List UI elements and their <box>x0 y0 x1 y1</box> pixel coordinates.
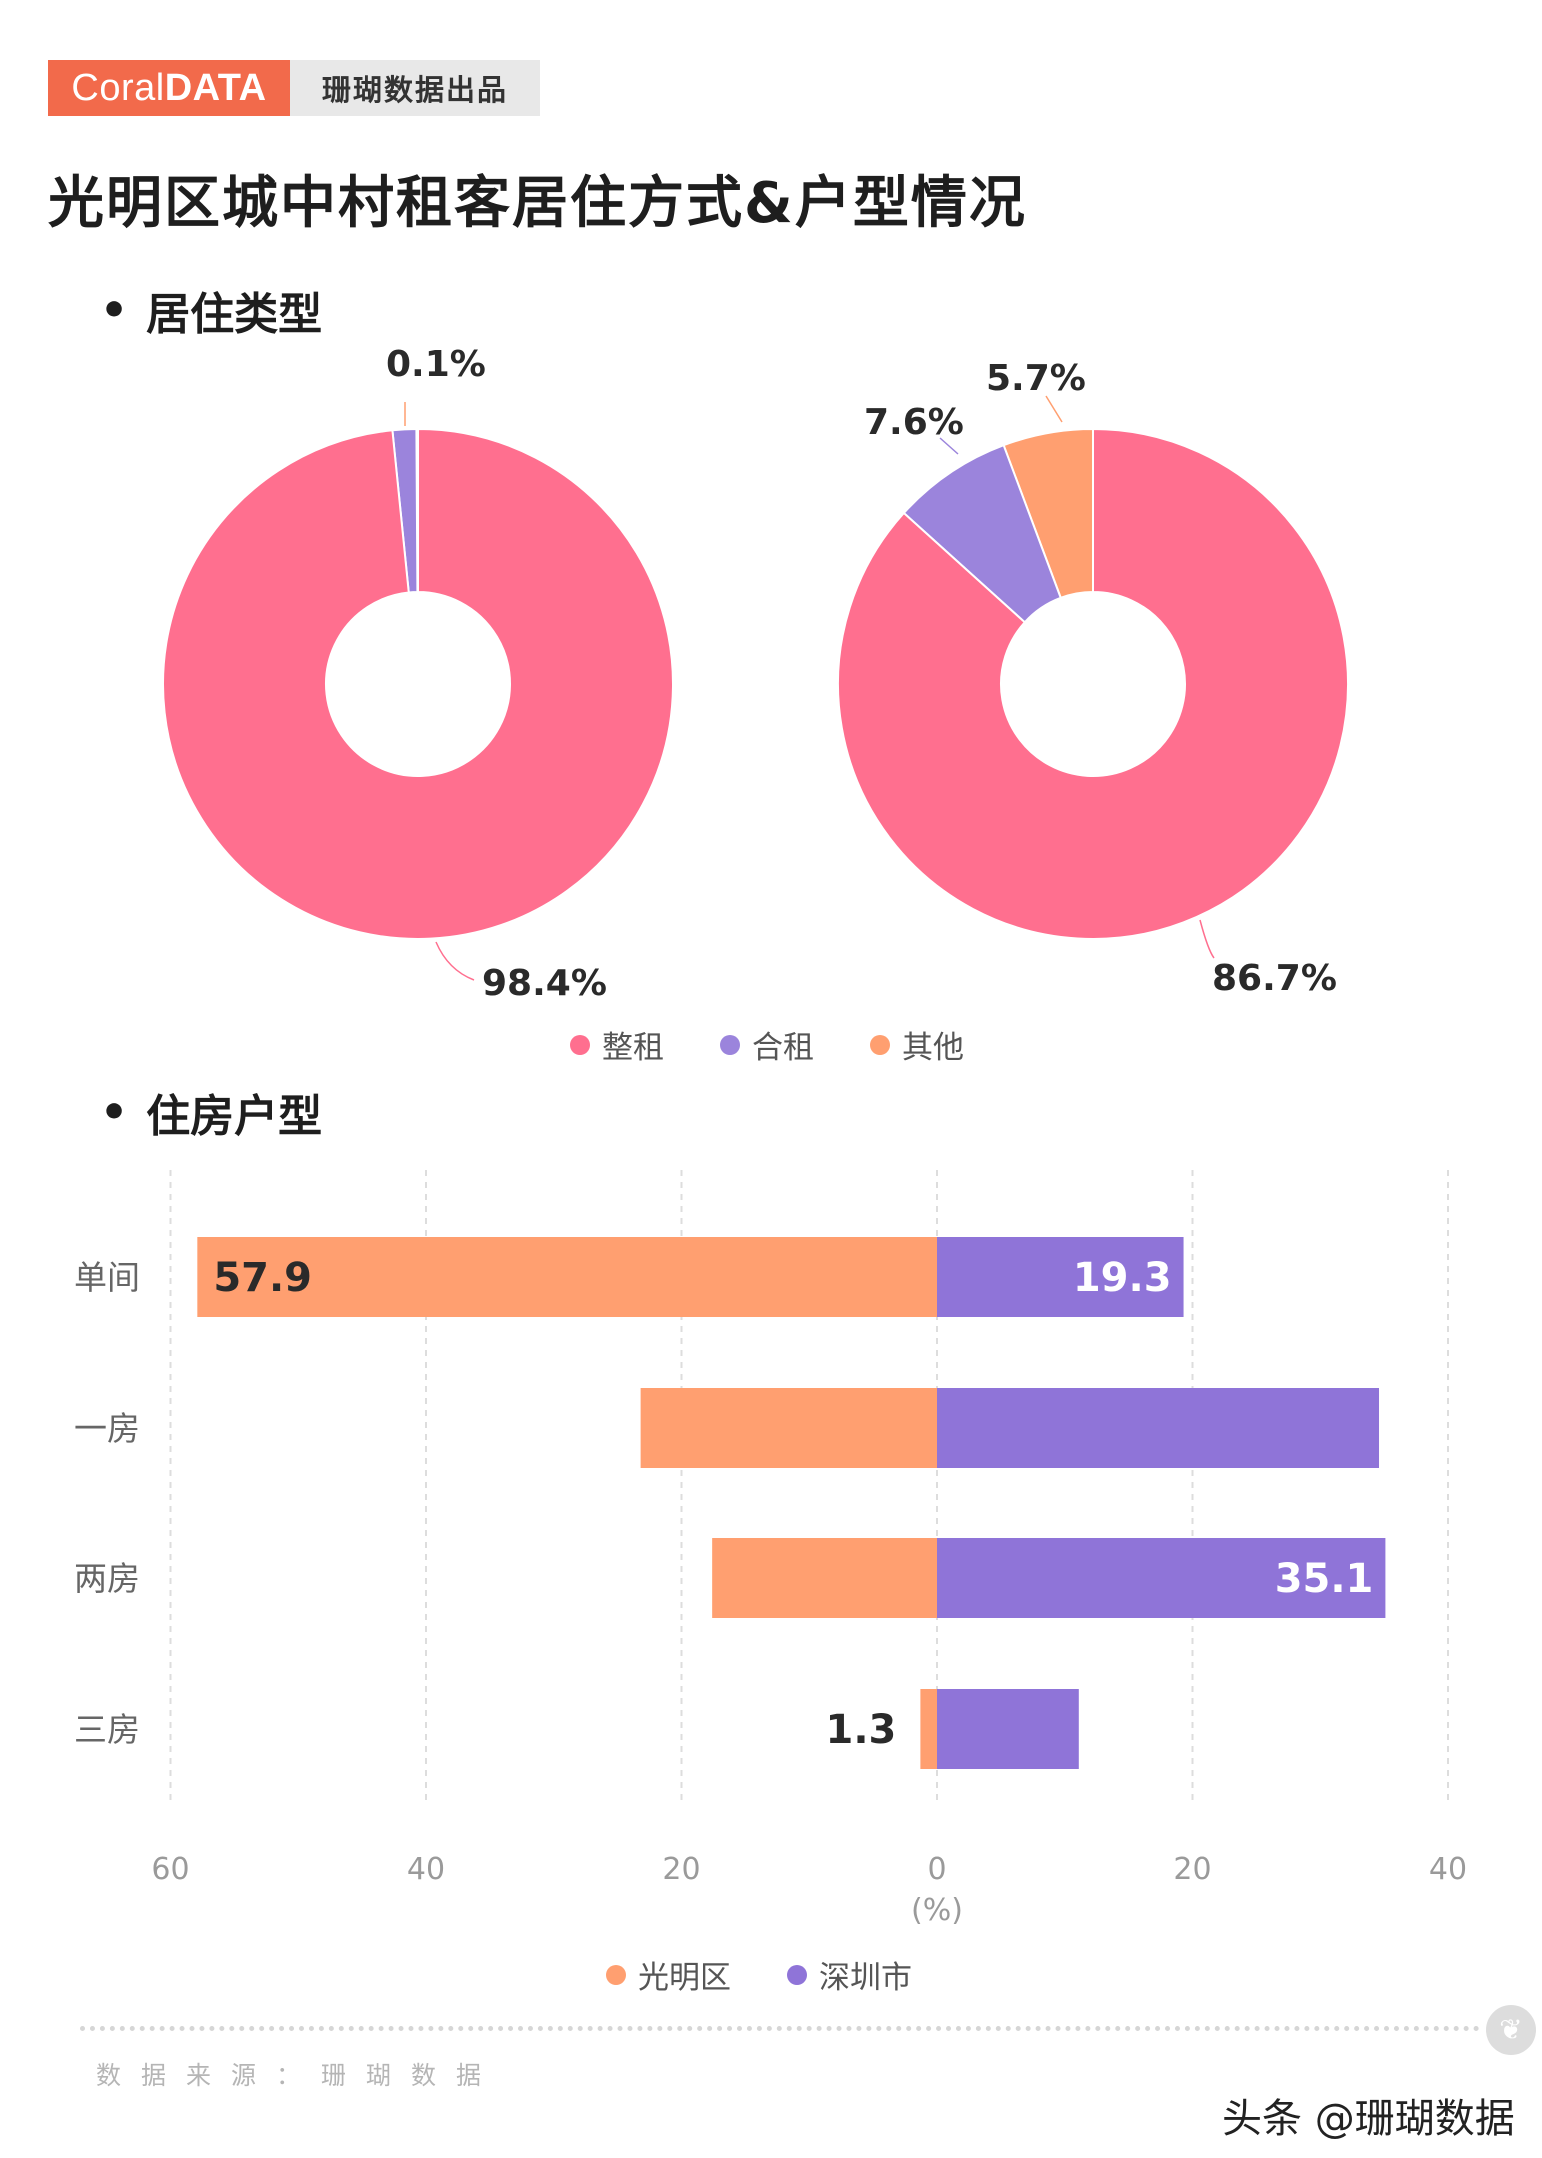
section-living-type: • 居住类型 <box>100 278 322 342</box>
donut2-label-other: 5.7% <box>986 358 1086 399</box>
coraldata-logo: Coral DATA <box>48 60 290 116</box>
x-tick-label: 40 <box>1429 1852 1467 1887</box>
donut1-leader-whole <box>435 941 475 981</box>
corner-watermark: 头条 @珊瑚数据 <box>1222 2096 1515 2142</box>
x-tick-label: 0 <box>927 1852 946 1887</box>
donut-charts: 98.4% 0.1% 86.7% 7.6% 5.7% <box>162 344 1349 1004</box>
donut2-label-whole: 86.7% <box>1212 958 1337 999</box>
bar-guangming <box>197 1237 937 1317</box>
footer-divider <box>80 2026 1480 2031</box>
legend-item-other: 其他 <box>870 1022 964 1067</box>
donut1-label-whole: 98.4% <box>482 963 607 1004</box>
bar-guangming <box>640 1388 937 1468</box>
donut1-label-other: 0.1% <box>386 344 486 385</box>
bar-shenzhen <box>937 1237 1184 1317</box>
category-label: 三房 <box>74 1710 140 1749</box>
x-axis-label: (%) <box>911 1893 963 1928</box>
data-label-shenzhen: 19.3 <box>1073 1255 1172 1301</box>
x-tick-label: 40 <box>407 1852 445 1887</box>
donut2-leader-shared <box>939 437 959 455</box>
legend-item-shenzhen: 深圳市 <box>787 1952 912 1997</box>
legend-swatch-whole <box>570 1034 590 1055</box>
donut-chart-guangming: 98.4% 0.1% <box>162 344 674 1004</box>
legend-label-whole: 整租 <box>602 1030 664 1066</box>
legend-label-other: 其他 <box>902 1030 964 1066</box>
bar-shenzhen <box>937 1538 1386 1618</box>
legend-item-guangming: 光明区 <box>606 1952 731 1997</box>
coral-logo-icon: ❦ <box>1486 2005 1536 2055</box>
pie-legend: 整租 合租 其他 <box>570 1022 964 1067</box>
bar-shenzhen <box>937 1388 1380 1468</box>
category-label: 两房 <box>74 1559 140 1598</box>
donut2-leader-other <box>1045 395 1063 423</box>
logo-text-data: DATA <box>164 66 267 109</box>
legend-swatch-guangming <box>606 1964 626 1985</box>
donut2-slice-whole <box>837 427 1349 940</box>
donut1-slice-whole <box>162 427 674 940</box>
section-housing-type-label: 住房户型 <box>146 1091 323 1142</box>
data-label-guangming: 1.3 <box>826 1707 897 1753</box>
page-title: 光明区城中村租客居住方式&户型情况 <box>48 171 1027 236</box>
data-label-shenzhen: 35.1 <box>1275 1556 1374 1602</box>
x-tick-label: 20 <box>1173 1852 1211 1887</box>
bar-guangming <box>712 1538 937 1618</box>
data-label-guangming: 57.9 <box>213 1255 312 1301</box>
x-tick-label: 60 <box>151 1852 189 1887</box>
legend-item-whole: 整租 <box>570 1022 664 1067</box>
category-label: 一房 <box>74 1409 140 1448</box>
section-living-type-label: 居住类型 <box>146 289 323 340</box>
donut2-leader-whole <box>1199 919 1215 959</box>
legend-label-shared: 合租 <box>752 1030 814 1066</box>
legend-swatch-shenzhen <box>787 1964 807 1985</box>
legend-item-shared: 合租 <box>720 1022 814 1067</box>
bar-legend: 光明区 深圳市 <box>606 1952 912 1997</box>
legend-swatch-shared <box>720 1034 740 1055</box>
donut2-label-shared: 7.6% <box>864 402 964 443</box>
brand-subtitle: 珊瑚数据出品 <box>290 60 540 116</box>
category-label: 单间 <box>74 1258 140 1297</box>
legend-label-guangming: 光明区 <box>638 1960 731 1996</box>
brand-header: Coral DATA 珊瑚数据出品 <box>48 60 540 116</box>
bullet-icon: • <box>100 1086 129 1138</box>
bullet-icon: • <box>100 284 129 336</box>
section-housing-type: • 住房户型 <box>100 1080 322 1144</box>
bar-guangming <box>920 1689 937 1769</box>
data-source: 数据来源：珊瑚数据 <box>96 2061 502 2090</box>
legend-label-shenzhen: 深圳市 <box>819 1960 912 1996</box>
donut-chart-shenzhen: 86.7% 7.6% 5.7% <box>837 358 1349 999</box>
logo-text-coral: Coral <box>71 66 165 109</box>
legend-swatch-other <box>870 1034 890 1055</box>
bar-shenzhen <box>937 1689 1079 1769</box>
x-tick-label: 20 <box>662 1852 700 1887</box>
